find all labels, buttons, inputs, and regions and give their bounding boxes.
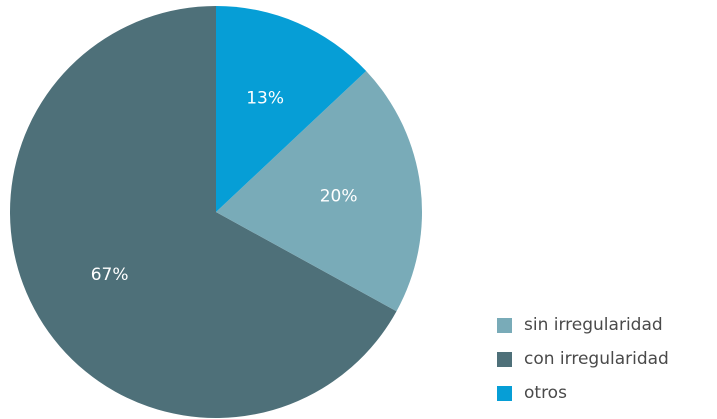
pie-label-con-irregularidad: 67%	[91, 265, 129, 285]
legend-item-sin-irregularidad: sin irregularidad	[497, 308, 669, 342]
pie-slice-otros	[216, 6, 367, 212]
legend-swatch-sin-irregularidad	[497, 317, 512, 333]
pie-labels: 67% 20% 13%	[91, 89, 358, 285]
legend: sin irregularidad con irregularidad otro…	[497, 308, 669, 410]
legend-item-otros: otros	[497, 376, 669, 410]
pie-label-otros: 13%	[246, 89, 284, 109]
legend-label-sin-irregularidad: sin irregularidad	[524, 315, 663, 335]
legend-swatch-con-irregularidad	[497, 351, 512, 367]
pie-label-sin-irregularidad: 20%	[320, 187, 358, 207]
pie-slice-con-irregularidad	[10, 6, 397, 419]
pie-slices	[10, 6, 423, 419]
legend-label-otros: otros	[524, 383, 567, 403]
pie-slice-sin-irregularidad	[216, 70, 423, 312]
legend-swatch-otros	[497, 385, 512, 401]
legend-item-con-irregularidad: con irregularidad	[497, 342, 669, 376]
legend-label-con-irregularidad: con irregularidad	[524, 349, 669, 369]
